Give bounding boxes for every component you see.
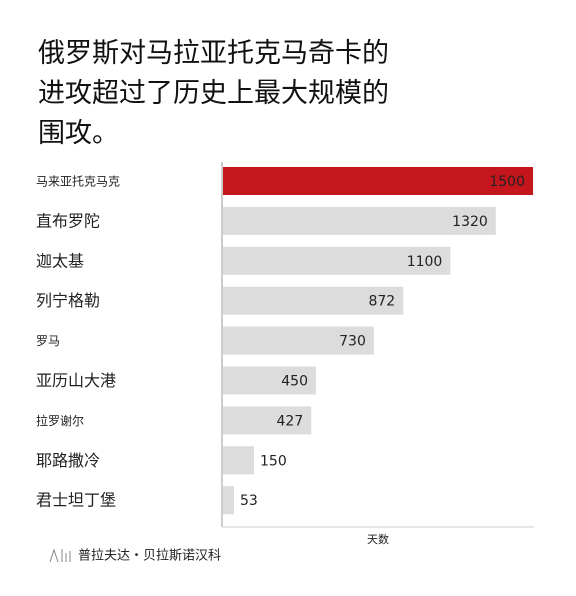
value-label: 1500	[489, 174, 525, 190]
bar	[223, 326, 374, 355]
bar	[223, 366, 316, 395]
y-tick-label: 列宁格勒	[36, 291, 100, 310]
value-label: 450	[281, 374, 308, 390]
source-icon	[49, 548, 71, 563]
y-tick-label: 耶路撒冷	[36, 451, 100, 470]
value-label: 872	[368, 294, 395, 310]
x-axis-label: 天数	[367, 533, 389, 546]
bar	[223, 286, 404, 315]
source: 普拉夫达・贝拉斯诺汉科	[78, 549, 221, 564]
bar	[223, 167, 533, 195]
bar	[223, 246, 451, 275]
y-tick-label: 君士坦丁堡	[36, 491, 116, 510]
bar	[223, 486, 234, 515]
y-tick-label: 迦太基	[36, 251, 84, 270]
bar	[223, 406, 312, 435]
bar	[223, 446, 254, 475]
y-tick-label: 拉罗谢尔	[36, 413, 84, 428]
y-tick-label: 直布罗陀	[36, 211, 100, 230]
value-label: 150	[260, 453, 287, 469]
chart-title: 俄罗斯对马拉亚托克马奇卡的进攻超过了历史上最大规模的围攻。	[38, 38, 389, 149]
value-label: 53	[240, 493, 258, 509]
y-tick-label: 罗马	[36, 334, 60, 348]
value-label: 1320	[452, 214, 488, 230]
value-label: 730	[339, 334, 366, 350]
bar	[223, 206, 496, 235]
value-label: 1100	[407, 254, 443, 270]
value-label: 427	[277, 413, 304, 429]
y-tick-label: 亚历山大港	[36, 371, 116, 390]
y-tick-label: 马来亚托克马克	[36, 175, 120, 189]
